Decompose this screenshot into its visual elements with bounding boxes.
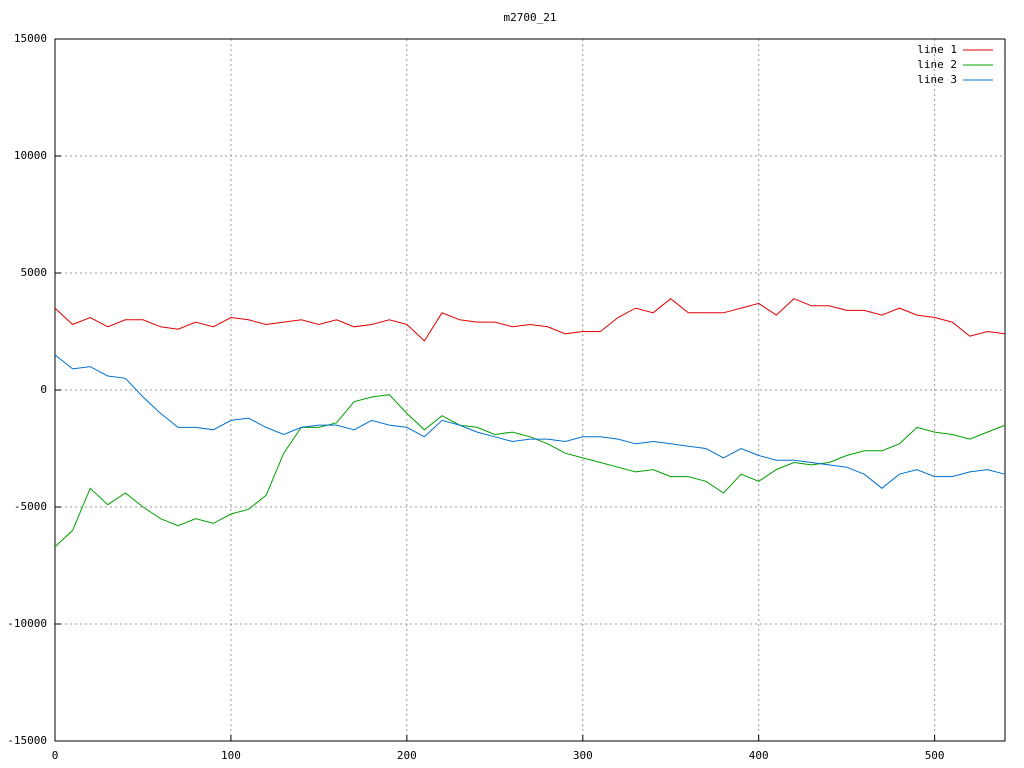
legend-label: line 3 [917, 73, 957, 86]
legend-label: line 1 [917, 43, 957, 56]
x-tick-label: 100 [221, 749, 241, 762]
plot-border [54, 38, 1006, 742]
y-tick-label: -10000 [7, 617, 47, 630]
line-series [54, 298, 1006, 342]
x-tick-label: 300 [573, 749, 593, 762]
y-tick-label: 10000 [14, 149, 47, 162]
chart-title: m2700_21 [504, 11, 557, 24]
y-tick-label: -15000 [7, 734, 47, 747]
x-tick-label: 400 [749, 749, 769, 762]
y-tick-label: 0 [40, 383, 47, 396]
legend-label: line 2 [917, 58, 957, 71]
x-tick-label: 200 [397, 749, 417, 762]
line-series [54, 354, 1006, 489]
x-tick-label: 500 [925, 749, 945, 762]
x-tick-label: 0 [52, 749, 59, 762]
y-tick-label: -5000 [14, 500, 47, 513]
y-tick-label: 15000 [14, 32, 47, 45]
y-tick-label: 5000 [21, 266, 48, 279]
line-series [54, 394, 1006, 548]
